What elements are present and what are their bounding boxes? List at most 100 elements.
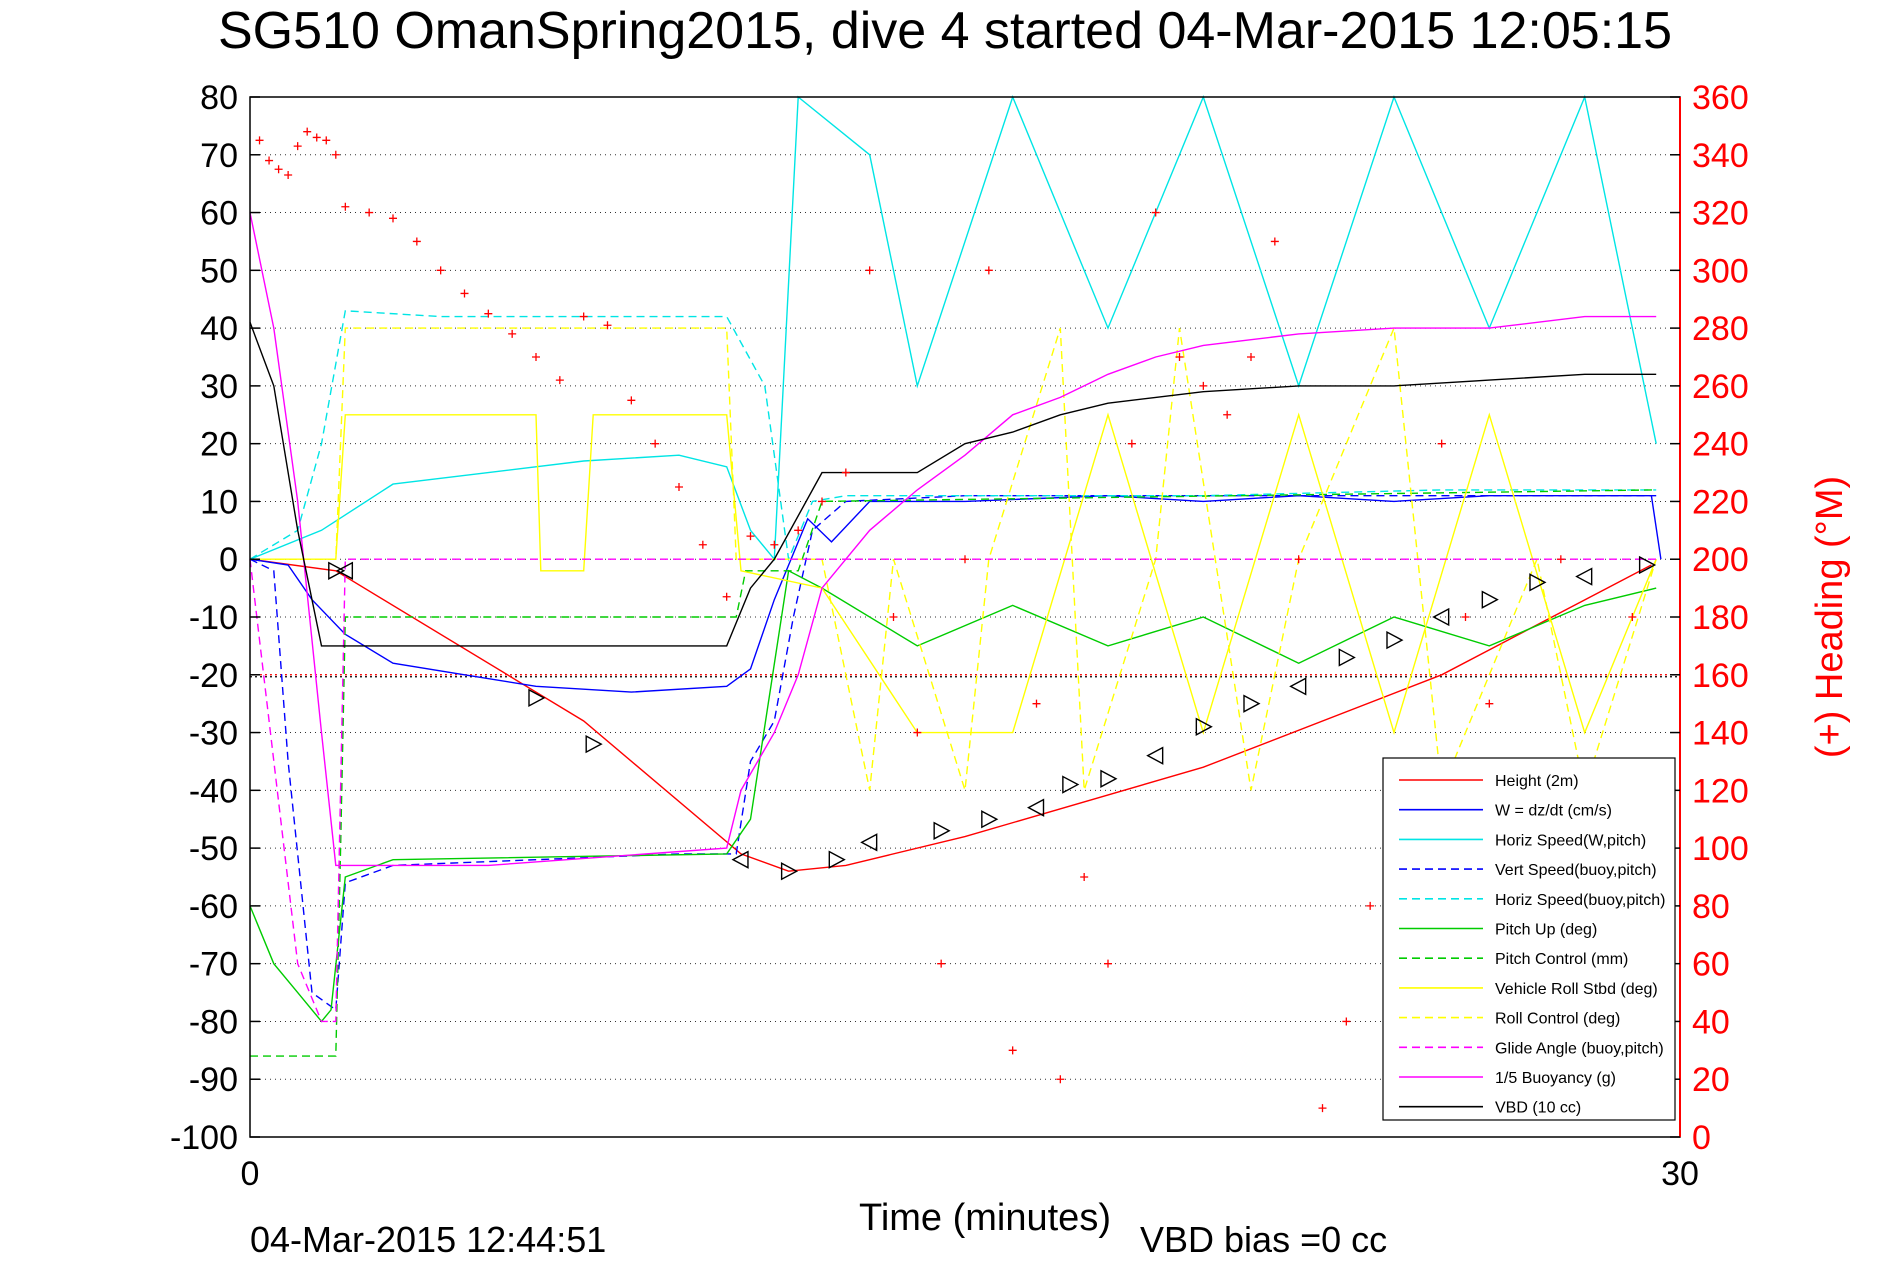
triangle-marker [1481,590,1499,609]
series-line [250,412,1657,736]
heading-point [1151,208,1160,217]
triangle-marker [1638,555,1657,575]
triangle-marker [1100,769,1118,788]
y-tick-label: -30 [189,715,238,753]
heading-point [1080,873,1089,881]
y-tick-label: 20 [200,426,238,464]
heading-point [1366,901,1375,910]
heading-point [484,309,493,318]
series-line [250,489,1657,1057]
heading-point [651,439,660,448]
heading-point [698,540,707,549]
footer-vbd-bias: VBD bias =0 cc [1140,1219,1387,1260]
heading-point [322,136,331,145]
y-tick-label: 50 [200,252,238,290]
y2-axis-label: (+) Heading (°M) [1809,476,1851,758]
y2-tick-label: 100 [1692,830,1749,868]
legend-label: Vehicle Roll Stbd (deg) [1495,981,1658,998]
y2-tick-label: 260 [1692,368,1749,406]
x-ticks: 0 30 [241,1155,1699,1193]
y2-tick-label: 320 [1692,195,1749,233]
series-line [249,569,1657,1023]
legend-label: Horiz Speed(buoy,pitch) [1495,892,1665,909]
series-line [249,310,1657,562]
series-line [249,322,1657,647]
y-tick-label: -10 [189,599,238,637]
heading-point [627,396,636,405]
y2-tick-label: 180 [1692,599,1749,637]
legend-label: Vert Speed(buoy,pitch) [1495,862,1657,879]
series-line [249,558,1657,1023]
heading-point [341,202,350,211]
triangle-marker [1386,630,1404,650]
triangle-marker [981,810,999,829]
heading-point [274,165,283,174]
y2-tick-label: 140 [1692,715,1749,753]
heading-point [460,289,469,298]
triangle-marker [1146,746,1164,765]
y-tick-label: -90 [189,1061,238,1099]
heading-point [1437,439,1446,448]
heading-point [984,266,993,275]
y2-tick-label: 240 [1692,426,1749,464]
y2-tick-label: 0 [1692,1119,1711,1157]
y-tick-label: 40 [200,310,238,348]
heading-point [331,150,340,159]
y2-tick-label: 120 [1692,772,1749,810]
heading-point [436,266,445,275]
heading-point [1127,439,1136,448]
y2-tick-label: 220 [1692,483,1749,521]
series-line [249,494,1662,693]
y-tick-label: -60 [189,888,238,926]
heading-point [579,312,588,321]
heading-point [508,329,517,338]
triangle-marker [1289,677,1307,696]
heading-point [1556,555,1565,564]
y-tick-label: 0 [219,541,238,579]
chart-title: SG510 OmanSpring2015, dive 4 started 04-… [218,2,1672,60]
y2-tick-label: 340 [1692,137,1749,175]
legend-label: Height (2m) [1495,773,1579,790]
series-line [249,94,1657,562]
legend-label: Horiz Speed(W,pitch) [1495,832,1646,849]
y2-tick-label: 40 [1692,1003,1730,1041]
y-tick-label: 30 [200,368,238,406]
heading-point [818,497,826,506]
triangle-marker [528,688,546,708]
y2-tick-label: 360 [1692,79,1749,117]
heading-point [794,526,803,535]
series-line [250,327,1657,791]
y2-tick-label: 20 [1692,1061,1730,1099]
triangle-marker [1432,607,1450,627]
footer-timestamp: 04-Mar-2015 12:44:51 [250,1219,606,1260]
triangle-marker [860,833,878,852]
heading-point [865,266,874,275]
triangle-marker [585,734,603,754]
triangle-marker [1195,717,1213,736]
triangle-marker [1529,573,1547,592]
legend-label: Roll Control (deg) [1495,1011,1620,1028]
heading-point [1056,1075,1065,1084]
heading-point [1485,699,1494,708]
heading-point [389,214,397,223]
heading-point [1270,237,1279,246]
legend-label: VBD (10 cc) [1495,1100,1581,1117]
triangle-marker [828,850,846,869]
x-tick-label: 30 [1661,1155,1699,1193]
x-tick-label: 0 [241,1155,260,1193]
heading-point [1342,1017,1351,1026]
heading-point [722,592,731,601]
heading-point [303,127,312,136]
heading-point [746,532,755,541]
heading-point [603,321,612,330]
legend: Height (2m) W = dz/dt (cm/s) Horiz Speed(W… [1382,757,1676,1121]
heading-point [913,728,922,737]
heading-point [365,208,374,217]
series-group [249,94,1680,1057]
y2-tick-label: 300 [1692,252,1749,290]
triangle-marker [1338,648,1356,667]
y-tick-label: -40 [189,772,238,810]
y-tick-label: -70 [189,946,238,984]
heading-point [1199,381,1208,390]
